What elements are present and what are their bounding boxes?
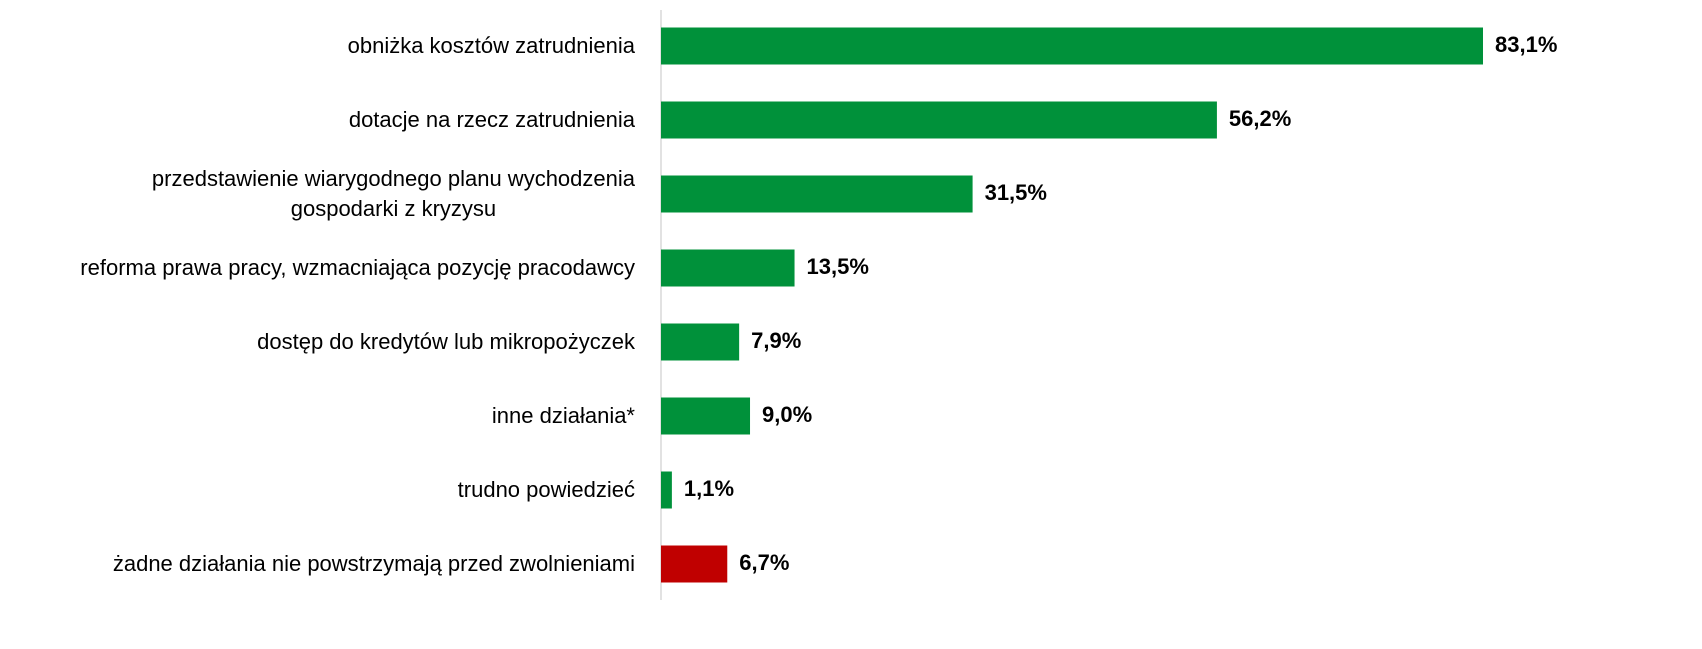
value-label: 83,1% (1495, 32, 1557, 57)
category-label: obniżka kosztów zatrudnienia (347, 33, 635, 58)
value-label: 31,5% (985, 180, 1047, 205)
value-label: 13,5% (807, 254, 869, 279)
bar (661, 101, 1217, 139)
category-label: dotacje na rzecz zatrudnienia (348, 107, 635, 132)
value-label: 9,0% (762, 402, 812, 427)
bar (661, 27, 1483, 65)
bar (661, 545, 728, 583)
category-label: przedstawienie wiarygodnego planu wychod… (151, 166, 635, 221)
bar (661, 175, 973, 213)
bar (661, 471, 672, 509)
value-label: 1,1% (684, 476, 734, 501)
category-label: reforma prawa pracy, wzmacniająca pozycj… (80, 255, 635, 280)
bar (661, 249, 795, 287)
value-label: 56,2% (1229, 106, 1291, 131)
category-label: dostęp do kredytów lub mikropożyczek (257, 329, 635, 354)
category-label: żadne działania nie powstrzymają przed z… (112, 551, 635, 576)
category-label: trudno powiedzieć (457, 477, 635, 502)
bar (661, 323, 740, 361)
value-label: 6,7% (739, 550, 789, 575)
bar (661, 397, 751, 435)
category-label: inne działania* (491, 403, 635, 428)
value-label: 7,9% (751, 328, 801, 353)
